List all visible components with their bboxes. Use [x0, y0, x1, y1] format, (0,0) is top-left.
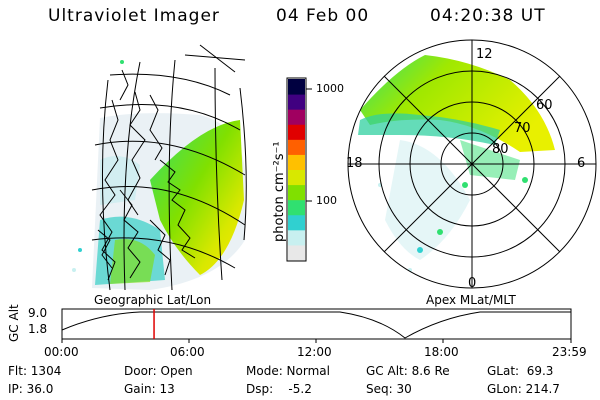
info-flight: Flt: 1304: [8, 364, 62, 378]
colorbar-stripe: [288, 214, 305, 231]
info-glon: GLon: 214.7: [487, 382, 560, 396]
altitude-xtick-1800: 18:00: [424, 345, 459, 359]
info-ip: IP: 36.0: [8, 382, 54, 396]
polar-mlt-12: 12: [476, 47, 493, 62]
colorbar-tick-100: 100: [316, 194, 337, 207]
polar-mlt-18: 18: [346, 156, 363, 171]
colorbar-stripe: [288, 244, 305, 261]
colorbar-stripe: [288, 139, 305, 155]
altitude-xtick-1200: 12:00: [297, 345, 332, 359]
polar-plot: [347, 39, 597, 289]
info-mode: Mode: Normal: [246, 364, 330, 378]
altitude-ytick-low: 1.8: [28, 322, 48, 336]
polar-lat-70: 70: [514, 121, 531, 136]
info-gain: Gain: 13: [124, 382, 175, 396]
polar-mlt-6: 6: [577, 156, 586, 171]
altitude-ytick-high: 9.0: [28, 306, 48, 320]
colorbar-stripe: [288, 94, 305, 110]
geo-image: [72, 60, 245, 290]
colorbar-stripe: [288, 184, 305, 201]
altitude-plot: [61, 308, 572, 343]
geo-map-label: Geographic Lat/Lon: [94, 293, 212, 307]
geo-grid: [91, 44, 247, 291]
colorbar-stripe: [288, 199, 305, 216]
info-dsp: Dsp: -5.2: [246, 382, 312, 396]
colorbar-stripe: [288, 154, 305, 170]
colorbar-tick-1000: 1000: [316, 82, 344, 95]
colorbar-unit-label: photon cm⁻²s⁻¹: [272, 141, 287, 242]
polar-lat-60: 60: [536, 98, 553, 113]
colorbar: [286, 77, 312, 262]
polar-plot-label: Apex MLat/MLT: [426, 293, 516, 307]
info-door: Door: Open: [124, 364, 193, 378]
altitude-ylabel: GC Alt: [7, 304, 21, 342]
colorbar-stripe: [288, 109, 305, 125]
info-seq: Seq: 30: [366, 382, 412, 396]
date-label: 04 Feb 00: [276, 6, 370, 26]
polar-lat-80: 80: [492, 142, 509, 157]
colorbar-stripe: [288, 124, 305, 140]
altitude-xtick-0000: 00:00: [44, 345, 79, 359]
colorbar-stripe: [288, 79, 305, 95]
altitude-xtick-0600: 06:00: [170, 345, 205, 359]
altitude-xtick-2359: 23:59: [552, 345, 587, 359]
geo-coastlines: [97, 69, 196, 281]
app-title: Ultraviolet Imager: [48, 6, 220, 26]
colorbar-stripe: [288, 229, 305, 246]
info-glat: GLat: 69.3: [487, 364, 554, 378]
info-gc-alt: GC Alt: 8.6 Re: [366, 364, 450, 378]
time-label: 04:20:38 UT: [430, 6, 546, 26]
colorbar-stripe: [288, 169, 305, 186]
polar-mlt-0: 0: [468, 276, 477, 291]
